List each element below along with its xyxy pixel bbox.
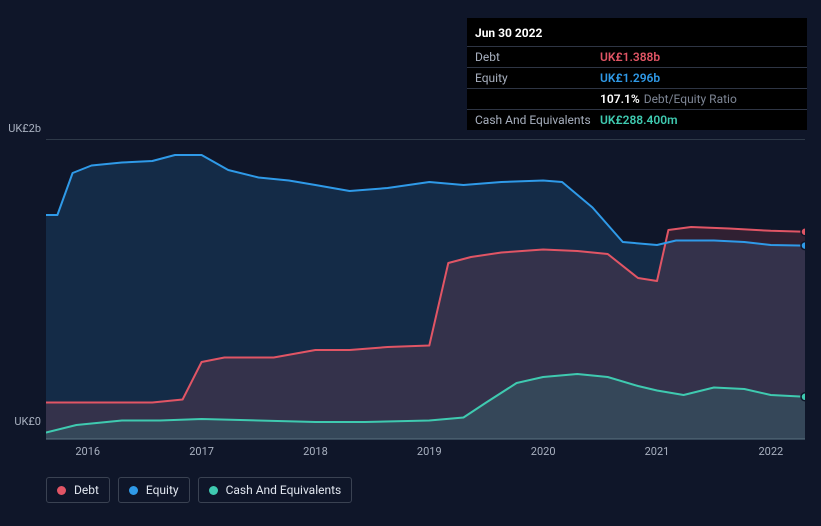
chart-tooltip: Jun 30 2022 DebtUK£1.388bEquityUK£1.296b…	[467, 18, 807, 130]
legend-swatch	[129, 486, 138, 495]
endpoint-cash-and-equivalents	[801, 393, 805, 401]
tooltip-row-value: 107.1%Debt/Equity Ratio	[600, 90, 737, 108]
tooltip-row-label	[475, 90, 600, 108]
y-axis-label-top: UK£2b	[1, 122, 41, 135]
tooltip-row-label: Debt	[475, 48, 600, 66]
x-tick: 2018	[303, 445, 328, 458]
tooltip-row-value: UK£1.388b	[600, 48, 660, 66]
x-tick: 2016	[75, 445, 100, 458]
legend-item-equity[interactable]: Equity	[118, 477, 190, 503]
legend-label: Equity	[146, 483, 179, 497]
tooltip-row-value: UK£1.296b	[600, 69, 660, 87]
x-tick: 2020	[531, 445, 556, 458]
tooltip-row: DebtUK£1.388b	[467, 47, 807, 68]
legend-item-cash-and-equivalents[interactable]: Cash And Equivalents	[198, 477, 353, 503]
plot[interactable]	[46, 139, 805, 439]
tooltip-row: EquityUK£1.296b	[467, 68, 807, 89]
legend-swatch	[209, 486, 218, 495]
legend-label: Cash And Equivalents	[226, 483, 342, 497]
endpoint-debt	[801, 228, 805, 236]
y-axis-label-bottom: UK£0	[1, 415, 41, 428]
x-tick: 2019	[417, 445, 442, 458]
debt-equity-chart-panel: { "tooltip": { "x": 467, "y": 18, "w": 3…	[0, 0, 821, 526]
tooltip-row-sublabel: Debt/Equity Ratio	[644, 92, 737, 106]
tooltip-row: 107.1%Debt/Equity Ratio	[467, 89, 807, 110]
legend: Debt Equity Cash And Equivalents	[46, 477, 352, 503]
legend-label: Debt	[74, 483, 99, 497]
x-axis: 2016 2017 2018 2019 2020 2021 2022	[46, 445, 805, 461]
legend-swatch	[57, 486, 66, 495]
x-tick: 2022	[758, 445, 783, 458]
tooltip-row-label: Equity	[475, 69, 600, 87]
plot-svg	[46, 140, 805, 440]
endpoint-equity	[801, 242, 805, 250]
x-tick: 2021	[645, 445, 670, 458]
tooltip-date: Jun 30 2022	[467, 18, 807, 47]
chart-area: UK£2b UK£0 2016201720182019202020212022 …	[16, 125, 805, 505]
x-tick: 2017	[189, 445, 214, 458]
legend-item-debt[interactable]: Debt	[46, 477, 110, 503]
